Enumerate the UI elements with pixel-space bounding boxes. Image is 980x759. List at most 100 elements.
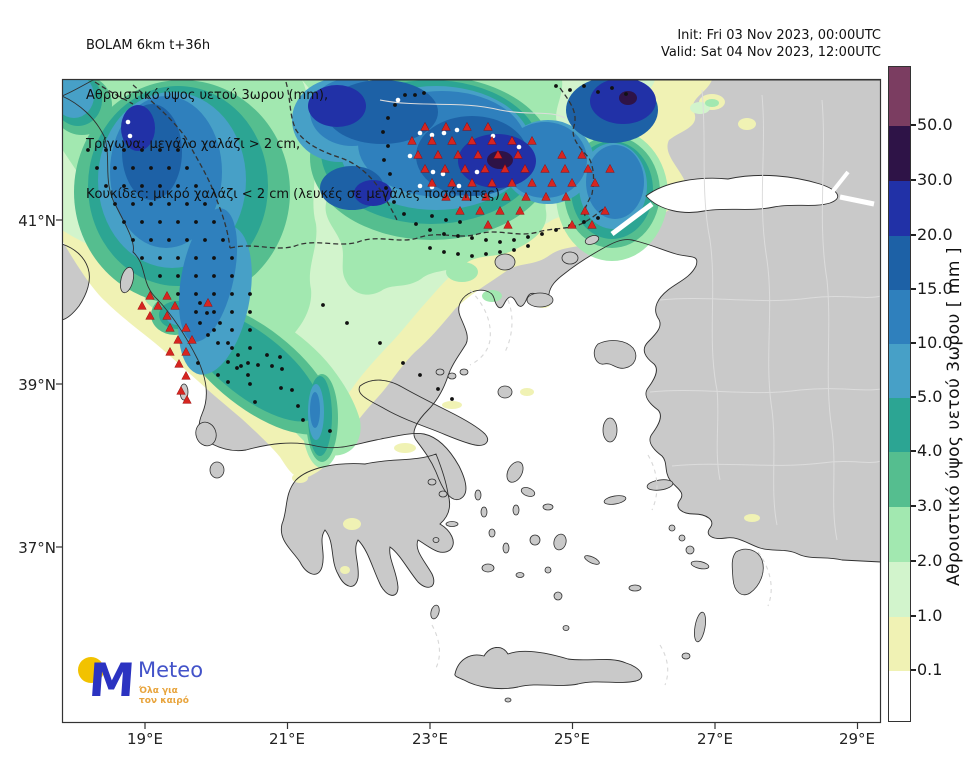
small-hail-dot <box>554 84 558 88</box>
colorbar <box>888 66 911 722</box>
small-hail-dot <box>239 364 243 368</box>
colorbar-segment <box>889 671 910 721</box>
small-hail-dot <box>167 202 171 206</box>
colorbar-tick-label: 30.0 <box>917 170 953 189</box>
small-hail-dot <box>382 158 386 162</box>
small-hail-dot <box>140 148 144 152</box>
colorbar-segment <box>889 236 910 290</box>
small-hail-dot <box>196 361 200 365</box>
small-hail-dot <box>158 148 162 152</box>
small-hail-dot <box>176 220 180 224</box>
small-hail-dot <box>176 292 180 296</box>
small-hail-dot <box>290 388 294 392</box>
small-hail-dot <box>456 234 460 238</box>
small-hail-dot <box>158 256 162 260</box>
colorbar-tick-label: 20.0 <box>917 225 953 244</box>
small-hail-dot <box>246 361 250 365</box>
small-hail-dot <box>428 246 432 250</box>
logo-name: Meteo <box>138 658 204 682</box>
colorbar-tick-label: 4.0 <box>917 441 943 460</box>
small-hail-dot <box>194 310 198 314</box>
colorbar-tick-mark <box>911 450 916 452</box>
small-hail-dot <box>345 321 349 325</box>
small-hail-dot <box>265 353 269 357</box>
small-hail-dot <box>450 397 454 401</box>
country-borders <box>94 81 604 249</box>
small-hail-dot <box>235 366 239 370</box>
lon-label-21e: 21°E <box>268 730 306 748</box>
colorbar-tick-label: 3.0 <box>917 496 943 515</box>
small-hail-dot <box>198 321 202 325</box>
small-hail-white-dot <box>456 183 462 189</box>
small-hail-dot <box>381 130 385 134</box>
small-hail-dot <box>386 144 390 148</box>
small-hail-dot <box>212 220 216 224</box>
small-hail-dot <box>212 274 216 278</box>
small-hail-dot <box>230 328 234 332</box>
small-hail-dot <box>444 218 448 222</box>
small-hail-dot <box>596 90 600 94</box>
small-hail-dot <box>194 274 198 278</box>
small-hail-white-dot <box>454 127 460 133</box>
colorbar-segment <box>889 452 910 507</box>
colorbar-tick-label: 10.0 <box>917 333 953 352</box>
small-hail-dot <box>484 238 488 242</box>
small-hail-dot <box>185 202 189 206</box>
small-hail-white-dot <box>441 130 447 136</box>
small-hail-white-dot <box>474 169 480 175</box>
small-hail-dot <box>167 238 171 242</box>
small-hail-dot <box>140 256 144 260</box>
small-hail-white-dot <box>127 133 133 139</box>
small-hail-dot <box>226 360 230 364</box>
sea-contours <box>431 289 772 686</box>
title-variable: Αθροιστικό ύψος υετού 3ωρου (mm), <box>86 87 329 103</box>
colorbar-tick-mark <box>911 124 916 126</box>
small-hail-dot <box>226 380 230 384</box>
run-times: Init: Fri 03 Nov 2023, 00:00UTC Valid: S… <box>661 28 881 61</box>
small-hail-white-dot <box>429 132 435 138</box>
colorbar-axis-label: Αθροιστικό ύψος υετού 3ωρου [ mm ] <box>944 247 964 586</box>
small-hail-dot <box>414 222 418 226</box>
small-hail-dot <box>95 166 99 170</box>
small-hail-white-dot <box>395 97 401 103</box>
small-hail-dot <box>280 367 284 371</box>
small-hail-dot <box>176 274 180 278</box>
small-hail-dot <box>203 238 207 242</box>
small-hail-dot <box>442 250 446 254</box>
legend-triangles-text: Τρίγωνα: μεγάλο χαλάζι > 2 cm, <box>86 137 301 152</box>
colorbar-segment <box>889 290 910 344</box>
valid-time: Valid: Sat 04 Nov 2023, 12:00UTC <box>660 44 881 60</box>
colorbar-tick-mark <box>911 560 916 562</box>
small-hail-dot <box>149 166 153 170</box>
small-hail-dot <box>176 184 180 188</box>
small-hail-dot <box>248 310 252 314</box>
small-hail-dot <box>185 166 189 170</box>
small-hail-dot <box>624 92 628 96</box>
small-hail-dot <box>176 148 180 152</box>
small-hail-dot <box>218 321 222 325</box>
lon-label-19e: 19°E <box>126 730 164 748</box>
small-hail-dot <box>596 216 600 220</box>
small-hail-dot <box>388 172 392 176</box>
logo-m-icon: M <box>87 653 137 707</box>
title-model: BOLAM 6km t+36h <box>86 38 211 53</box>
small-hail-dot <box>149 202 153 206</box>
small-hail-dot <box>248 346 252 350</box>
colorbar-tick-label: 1.0 <box>917 606 943 625</box>
colorbar-tick-mark <box>911 396 916 398</box>
small-hail-dot <box>236 353 240 357</box>
colorbar-segment <box>889 562 910 617</box>
meteo-logo: M Meteo Όλα για τον καιρό <box>72 650 272 722</box>
colorbar-segment <box>889 398 910 452</box>
small-hail-dot <box>158 184 162 188</box>
small-hail-dot <box>436 387 440 391</box>
colorbar-segment <box>889 507 910 562</box>
small-hail-dot <box>176 256 180 260</box>
small-hail-dot <box>216 373 220 377</box>
small-hail-dot <box>248 292 252 296</box>
small-hail-dot <box>212 292 216 296</box>
internal-borders <box>379 89 881 541</box>
colorbar-tick-mark <box>911 288 916 290</box>
